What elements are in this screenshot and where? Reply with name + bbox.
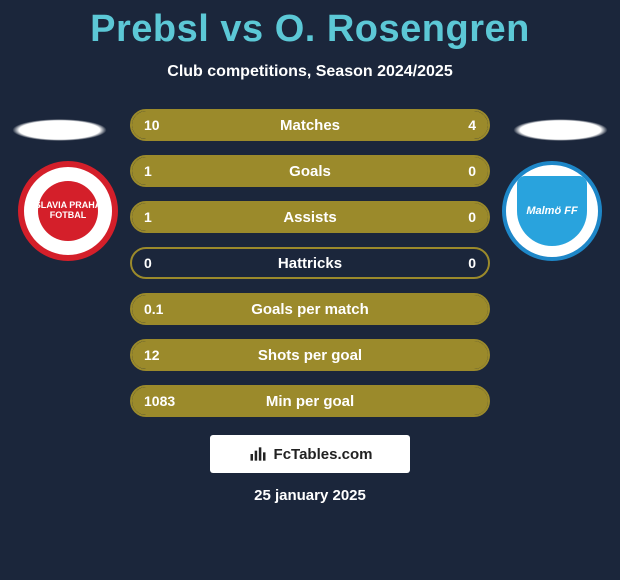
stat-value-right: 0 xyxy=(468,163,476,179)
crest-left-text: SLAVIA PRAHA FOTBAL xyxy=(35,201,102,221)
player-shadow-right xyxy=(513,119,608,141)
brand-badge: FcTables.com xyxy=(210,435,410,473)
crest-left-name: SLAVIA PRAHA xyxy=(35,200,102,210)
subtitle: Club competitions, Season 2024/2025 xyxy=(0,63,620,81)
stat-value-left: 10 xyxy=(144,117,160,133)
date-text: 25 january 2025 xyxy=(0,487,620,504)
player-shadow-left xyxy=(12,119,107,141)
stat-row: 1 0 Assists xyxy=(130,201,490,233)
crest-right-name: Malmö FF xyxy=(526,205,577,217)
stat-value-left: 12 xyxy=(144,347,160,363)
stat-bars: 104Matches10Goals10Assists00Hattricks0.1… xyxy=(130,109,490,417)
stat-label: Matches xyxy=(280,117,340,134)
bar-fill-left xyxy=(132,111,385,139)
comparison-stage: SLAVIA PRAHA FOTBAL Malmö FF 104Matches1… xyxy=(0,109,620,417)
stat-row: 10 4 Matches xyxy=(130,109,490,141)
page-title: Prebsl vs O. Rosengren xyxy=(0,0,620,51)
club-crest-left: SLAVIA PRAHA FOTBAL xyxy=(18,161,118,261)
stat-value-right: 0 xyxy=(468,255,476,271)
stat-label: Assists xyxy=(283,209,336,226)
stat-value-right: 0 xyxy=(468,209,476,225)
stat-label: Goals xyxy=(289,163,331,180)
crest-right-shield: Malmö FF xyxy=(517,176,587,246)
stat-row: 12 Shots per goal xyxy=(130,339,490,371)
stat-value-right: 4 xyxy=(468,117,476,133)
stat-value-left: 0.1 xyxy=(144,301,163,317)
stat-value-left: 1 xyxy=(144,209,152,225)
club-crest-right: Malmö FF xyxy=(502,161,602,261)
crest-left-sub: FOTBAL xyxy=(50,210,87,220)
stat-row: 1083 Min per goal xyxy=(130,385,490,417)
stat-value-left: 0 xyxy=(144,255,152,271)
stat-row: 0.1 Goals per match xyxy=(130,293,490,325)
stat-label: Min per goal xyxy=(266,393,354,410)
brand-text: FcTables.com xyxy=(274,446,373,463)
stat-value-left: 1083 xyxy=(144,393,175,409)
stat-label: Shots per goal xyxy=(258,347,362,364)
stat-row: 1 0 Goals xyxy=(130,155,490,187)
chart-icon xyxy=(248,444,268,464)
stat-label: Hattricks xyxy=(278,255,342,272)
stat-row: 0 0 Hattricks xyxy=(130,247,490,279)
stat-label: Goals per match xyxy=(251,301,369,318)
stat-value-left: 1 xyxy=(144,163,152,179)
